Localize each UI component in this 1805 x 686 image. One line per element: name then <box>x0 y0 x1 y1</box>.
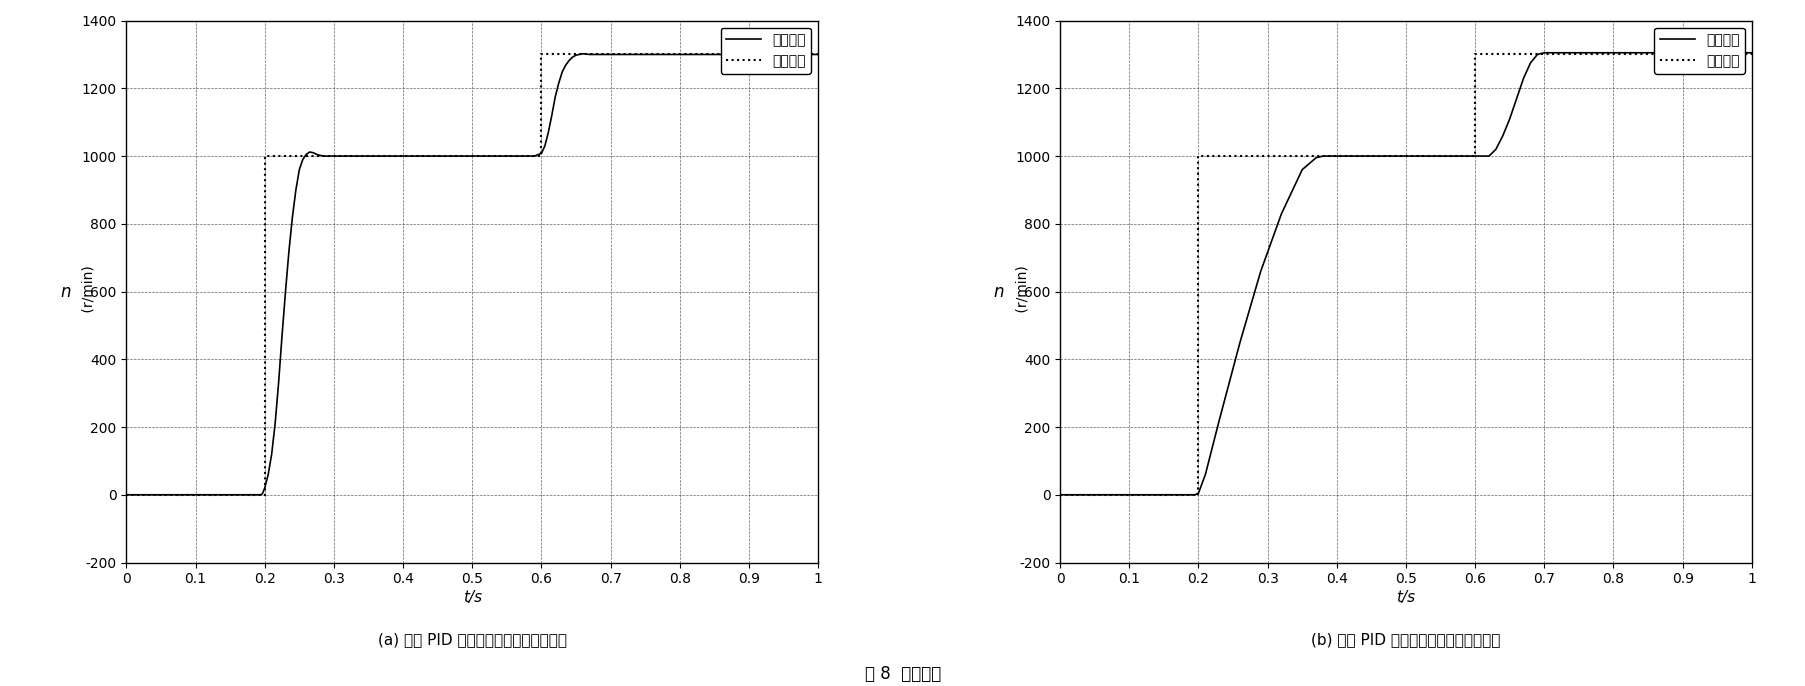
响应曲线 <box>1049 490 1070 499</box>
响应曲线 <box>543 93 565 101</box>
响应曲线 <box>289 165 310 174</box>
X-axis label: t/s: t/s <box>1395 591 1415 606</box>
响应曲线 <box>1476 152 1498 161</box>
响应曲线 <box>260 450 282 458</box>
响应曲线 <box>579 50 601 58</box>
响应曲线 <box>1208 416 1229 425</box>
Text: (r/min): (r/min) <box>81 265 96 318</box>
响应曲线 <box>1513 74 1534 82</box>
响应曲线 <box>301 149 323 157</box>
响应曲线 <box>807 50 828 58</box>
响应曲线 <box>585 50 606 58</box>
响应曲线 <box>1271 209 1292 217</box>
输入信号 <box>531 50 552 58</box>
响应曲线 <box>255 484 276 492</box>
响应曲线 <box>267 379 289 387</box>
Title: (b) 模糊 PID 控制下的系统跟踪特能曲线: (b) 模糊 PID 控制下的系统跟踪特能曲线 <box>1310 632 1500 647</box>
输入信号 <box>255 152 276 161</box>
Line: 响应曲线: 响应曲线 <box>126 54 818 495</box>
响应曲线 <box>547 79 569 87</box>
Line: 输入信号: 输入信号 <box>1060 54 1751 495</box>
响应曲线 <box>558 56 579 64</box>
响应曲线 <box>271 331 292 340</box>
响应曲线 <box>309 152 330 160</box>
响应曲线 <box>1184 490 1206 499</box>
响应曲线 <box>551 68 572 76</box>
Text: 图 8  实验结果: 图 8 实验结果 <box>865 665 940 683</box>
输入信号 <box>1464 152 1486 161</box>
响应曲线 <box>1498 115 1520 123</box>
响应曲线 <box>274 287 296 296</box>
Legend: 响应曲线, 输入信号: 响应曲线, 输入信号 <box>1653 27 1744 73</box>
输入信号 <box>807 50 828 58</box>
输入信号 <box>1464 50 1486 58</box>
响应曲线 <box>116 490 137 499</box>
响应曲线 <box>561 53 583 61</box>
响应曲线 <box>1740 49 1762 57</box>
输入信号 <box>1188 152 1209 161</box>
响应曲线 <box>1532 49 1554 57</box>
响应曲线 <box>1484 145 1505 154</box>
响应曲线 <box>1305 154 1327 162</box>
输入信号 <box>1188 490 1209 499</box>
Legend: 响应曲线, 输入信号: 响应曲线, 输入信号 <box>720 27 810 73</box>
响应曲线 <box>285 186 307 194</box>
Line: 响应曲线: 响应曲线 <box>1060 53 1751 495</box>
响应曲线 <box>292 155 314 163</box>
Text: (r/min): (r/min) <box>1014 265 1029 318</box>
响应曲线 <box>534 142 556 150</box>
响应曲线 <box>264 420 285 428</box>
响应曲线 <box>1229 338 1251 346</box>
响应曲线 <box>542 111 563 119</box>
响应曲线 <box>312 152 334 161</box>
响应曲线 <box>298 148 319 156</box>
响应曲线 <box>278 247 300 255</box>
响应曲线 <box>554 61 576 69</box>
响应曲线 <box>305 150 327 158</box>
响应曲线 <box>572 49 594 58</box>
响应曲线 <box>1312 152 1334 161</box>
响应曲线 <box>1518 59 1540 67</box>
输入信号 <box>1740 50 1762 58</box>
响应曲线 <box>1291 165 1312 174</box>
Text: $n$: $n$ <box>993 283 1004 300</box>
响应曲线 <box>1525 50 1547 58</box>
Line: 输入信号: 输入信号 <box>126 54 818 495</box>
响应曲线 <box>296 150 318 158</box>
响应曲线 <box>1188 489 1209 497</box>
X-axis label: t/s: t/s <box>462 591 482 606</box>
输入信号 <box>255 490 276 499</box>
响应曲线 <box>531 150 552 158</box>
响应曲线 <box>258 471 280 479</box>
响应曲线 <box>251 489 273 497</box>
Title: (a) 常规 PID 控制下的系统跟踪特能曲线: (a) 常规 PID 控制下的系统跟踪特能曲线 <box>377 632 567 647</box>
响应曲线 <box>1491 132 1513 140</box>
输入信号 <box>1049 490 1070 499</box>
响应曲线 <box>1193 471 1215 479</box>
响应曲线 <box>523 152 545 161</box>
输入信号 <box>531 152 552 161</box>
响应曲线 <box>282 213 303 221</box>
响应曲线 <box>538 128 560 137</box>
输入信号 <box>116 490 137 499</box>
响应曲线 <box>1249 267 1271 275</box>
响应曲线 <box>1505 95 1527 103</box>
响应曲线 <box>251 490 273 499</box>
Text: $n$: $n$ <box>60 283 70 300</box>
响应曲线 <box>565 51 587 59</box>
